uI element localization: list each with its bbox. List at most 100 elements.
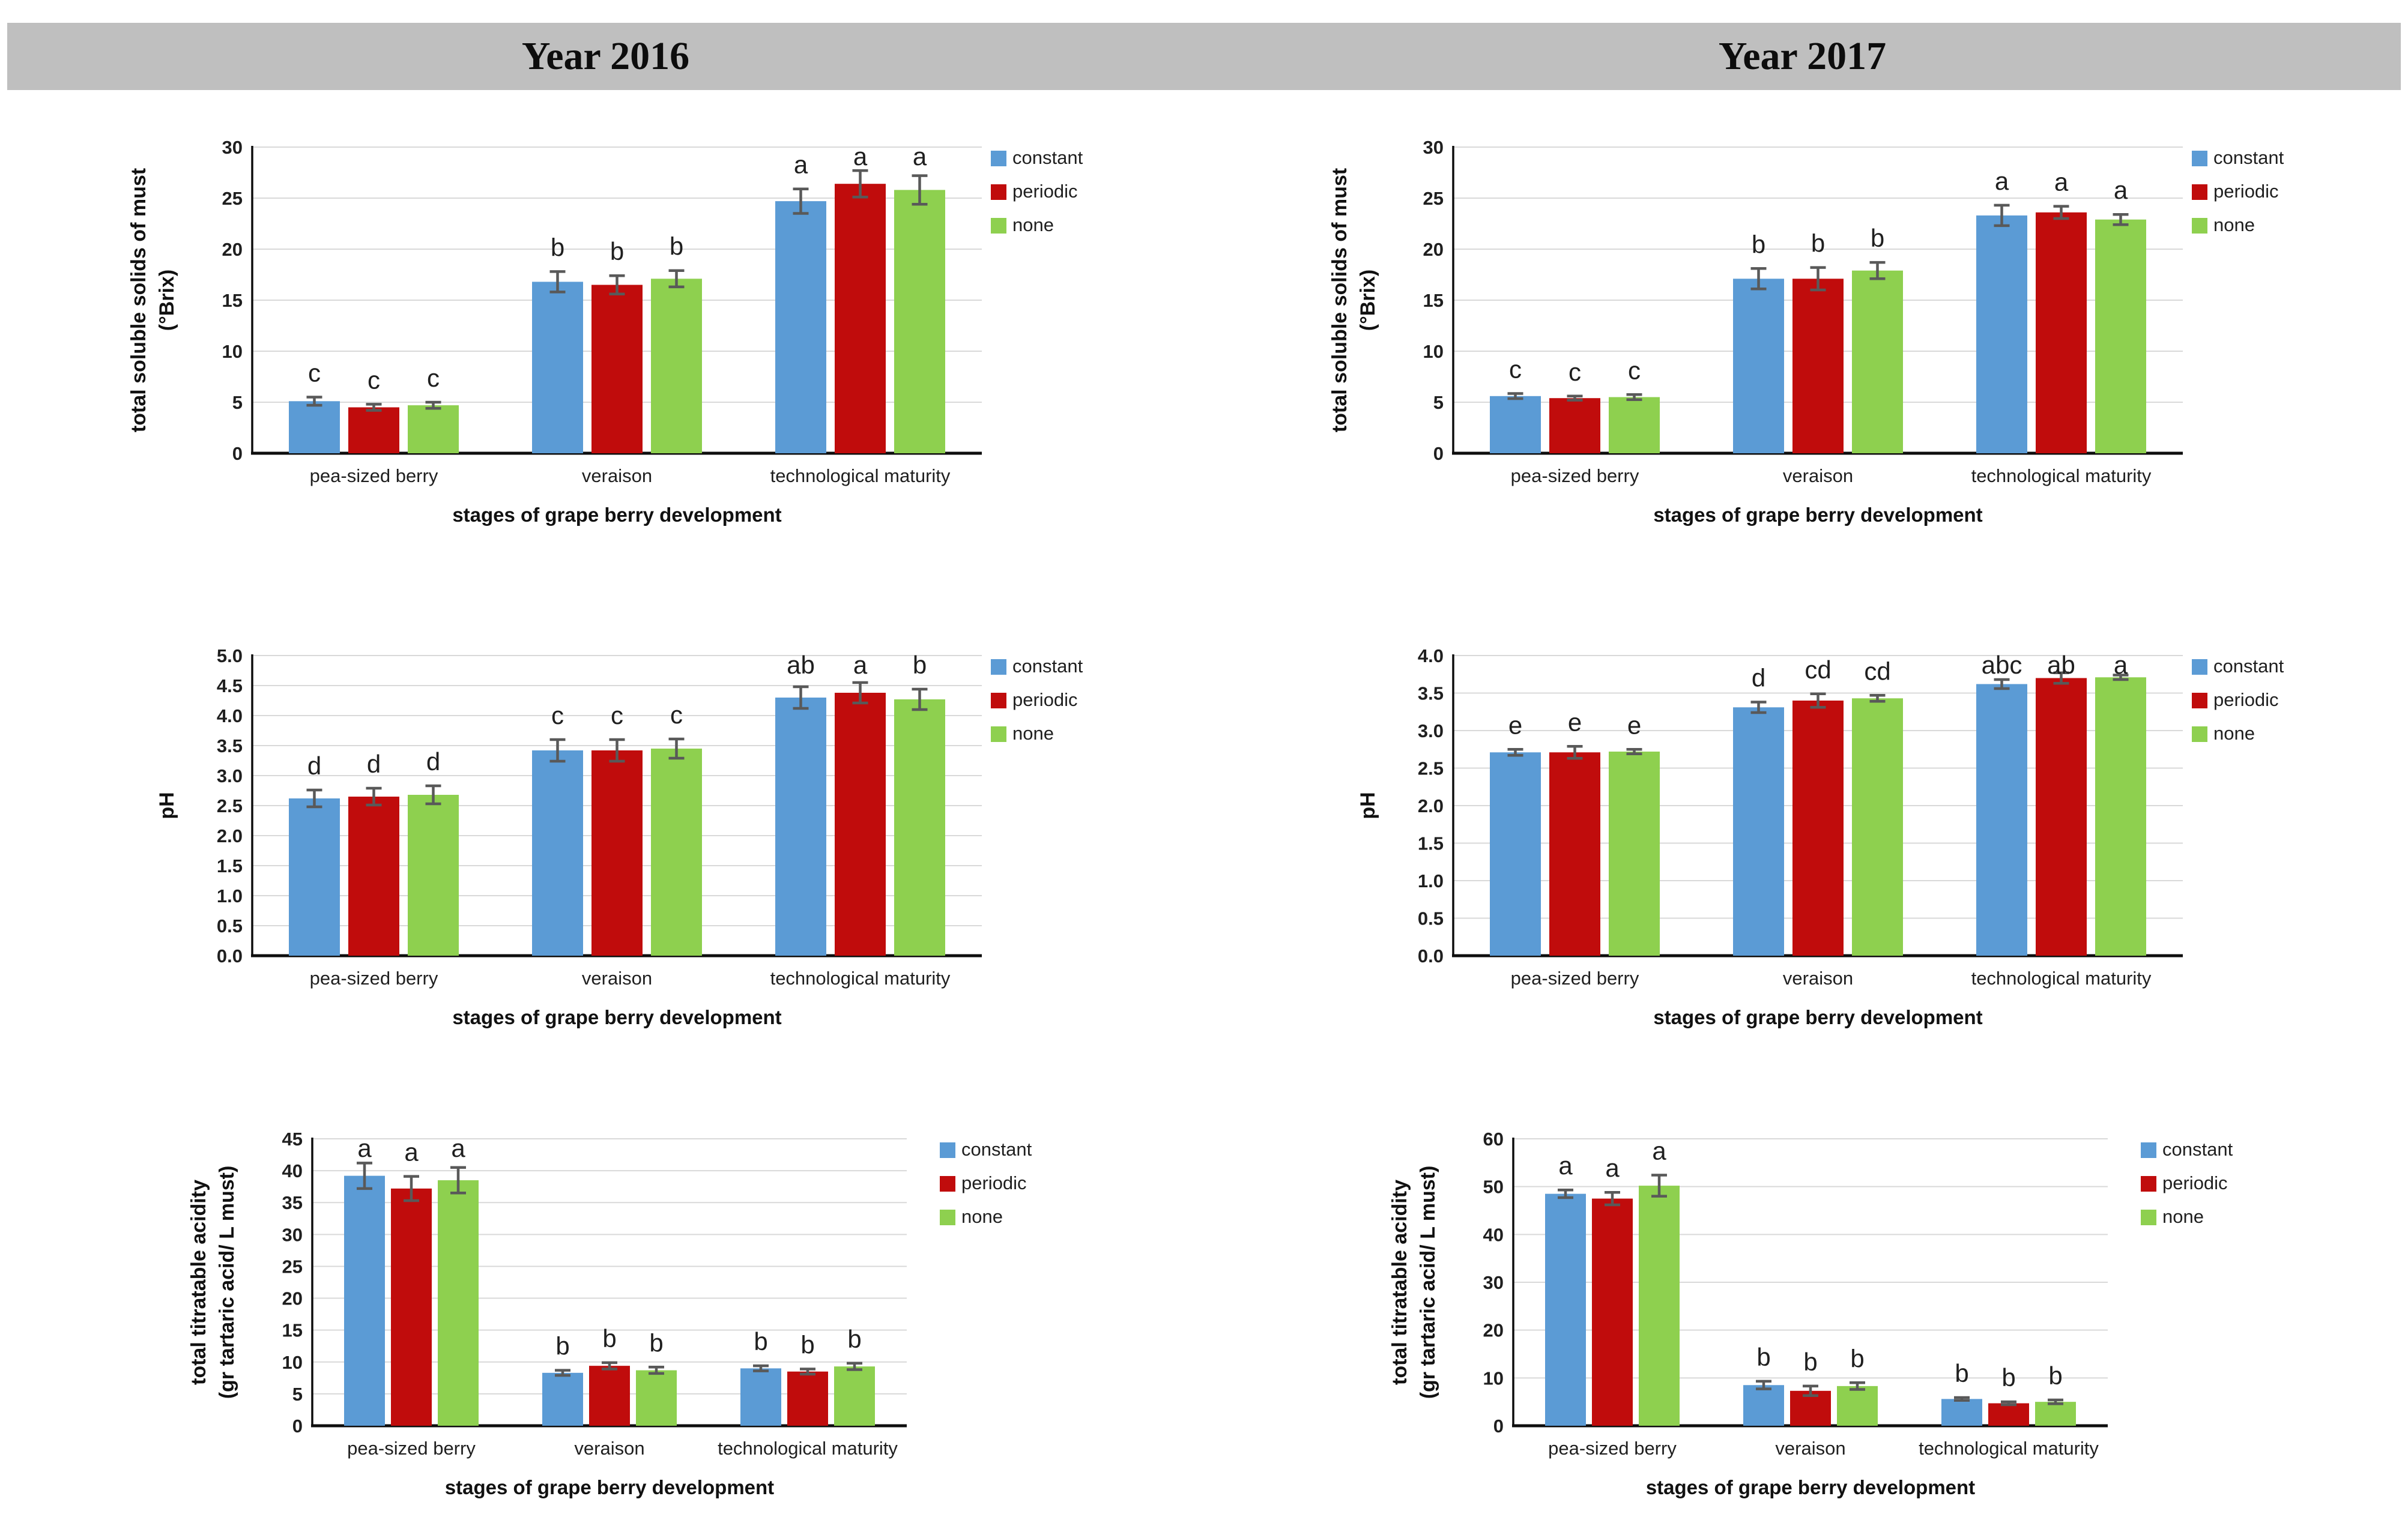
sig-letter: b	[847, 1325, 861, 1353]
x-axis-title: stages of grape berry development	[1653, 1006, 1982, 1028]
y-tick-label: 4.0	[217, 705, 243, 726]
sig-letter: e	[1568, 708, 1582, 736]
sig-letter: a	[451, 1134, 465, 1162]
y-tick-label: 50	[1483, 1177, 1504, 1198]
bar-periodic-0	[1549, 752, 1600, 956]
bar-periodic-2	[1988, 1403, 2029, 1426]
bar-constant-0	[1490, 396, 1541, 453]
chart-titratable-acidity-2017: 0 10 20 30 40 50 60 total titratable acidity (gr…	[1273, 1114, 2354, 1523]
y-tick-label: 1.5	[1418, 833, 1444, 854]
bar-constant-2	[775, 201, 826, 453]
y-tick-label: 10	[282, 1352, 303, 1373]
bar-none-1	[636, 1370, 677, 1426]
y-tick-label: 25	[282, 1256, 303, 1277]
legend-label-periodic: periodic	[2213, 689, 2279, 710]
x-category-label: veraison	[1783, 465, 1853, 486]
bar-constant-0	[344, 1175, 385, 1426]
x-category-label: pea-sized berry	[310, 968, 438, 989]
bar-constant-2	[775, 698, 826, 956]
y-tick-label: 2.5	[217, 795, 243, 816]
sig-letter: b	[1803, 1348, 1817, 1376]
legend: constant periodic none	[991, 147, 1083, 235]
bar-none-2	[2095, 677, 2146, 956]
sig-letter: c	[1509, 355, 1522, 384]
sig-letter: b	[754, 1327, 767, 1356]
y-tick-label: 1.5	[217, 855, 243, 876]
bar-none-1	[1852, 270, 1903, 453]
chart-svg-tss-2016: 0 5 10 15 20 25 30 total soluble solids of must…	[127, 137, 1083, 526]
legend-swatch-none	[2192, 218, 2207, 234]
sig-letter: cd	[1804, 656, 1831, 684]
x-category-label: pea-sized berry	[1548, 1438, 1677, 1459]
bar-constant-0	[289, 798, 340, 956]
sig-letter: cd	[1864, 657, 1890, 685]
sig-letter: a	[1558, 1151, 1573, 1180]
x-category-label: technological maturity	[770, 968, 951, 989]
bar-constant-0	[1545, 1193, 1586, 1426]
legend: constant periodic none	[991, 656, 1083, 744]
bar-constant-1	[532, 750, 583, 956]
sig-letter: ab	[787, 651, 815, 679]
bar-periodic-0	[348, 407, 399, 453]
legend-label-none: none	[2213, 723, 2255, 744]
y-tick-label: 20	[1483, 1320, 1504, 1341]
chart-svg-tss-2017: 0 5 10 15 20 25 30 total soluble solids of must…	[1328, 137, 2284, 526]
y-tick-label: 3.5	[217, 735, 243, 756]
legend-label-none: none	[2162, 1206, 2204, 1227]
sig-letter: b	[2048, 1362, 2062, 1390]
sig-letter: a	[853, 651, 868, 679]
chart-total-soluble-solids-2017: 0 5 10 15 20 25 30 total soluble solids of must…	[1273, 120, 2354, 540]
legend-label-periodic: periodic	[961, 1172, 1027, 1193]
sig-letter: c	[611, 701, 623, 729]
y-tick-label: 0	[1493, 1416, 1504, 1437]
bar-none-0	[1609, 397, 1660, 453]
sig-letter: b	[1756, 1343, 1770, 1371]
sig-letter: d	[367, 750, 381, 778]
y-tick-label: 1.0	[217, 885, 243, 906]
year-2017-title: Year 2017	[1718, 34, 1887, 78]
y-tick-label: 5	[1433, 392, 1444, 413]
bar-none-1	[651, 279, 702, 453]
x-category-label: technological maturity	[770, 465, 951, 486]
bar-constant-2	[1976, 684, 2027, 956]
year-header-band: Year 2016 Year 2017	[7, 23, 2401, 90]
sig-letter: d	[1752, 664, 1765, 692]
legend-label-none: none	[1012, 214, 1054, 235]
y-tick-label: 2.5	[1418, 758, 1444, 779]
y-tick-label: 10	[222, 341, 243, 362]
sig-letter: b	[670, 232, 683, 261]
bar-constant-1	[532, 282, 583, 453]
sig-letter: b	[551, 233, 564, 261]
sig-letter: a	[853, 142, 868, 170]
chart-ph-2017: 0.0 0.5 1.0 1.5 2.0 2.5 3.0 3.5 4.0 pH e d abc e cd ab e…	[1273, 618, 2354, 1039]
bar-none-2	[894, 699, 945, 956]
x-axis-title: stages of grape berry development	[1653, 504, 1982, 526]
sig-letter: a	[357, 1134, 372, 1162]
sig-letter: a	[1995, 167, 2009, 195]
bar-periodic-2	[2036, 678, 2087, 956]
y-tick-label: 40	[1483, 1224, 1504, 1245]
y-tick-label: 35	[282, 1192, 303, 1213]
y-tick-label: 30	[1423, 137, 1444, 158]
y-tick-label: 15	[282, 1320, 303, 1341]
bar-periodic-1	[589, 1366, 630, 1426]
sig-letter: d	[307, 752, 321, 780]
x-category-label: pea-sized berry	[310, 465, 438, 486]
bar-constant-0	[1490, 752, 1541, 956]
bar-none-0	[408, 795, 459, 956]
y-tick-label: 40	[282, 1160, 303, 1181]
sig-letter: a	[794, 151, 808, 179]
legend-swatch-constant	[991, 659, 1006, 675]
y-tick-label: 25	[1423, 188, 1444, 209]
x-category-label: veraison	[1783, 968, 1853, 989]
y-tick-label: 3.0	[217, 765, 243, 786]
chart-svg-ph-2016: 0.00.51.01.52.02.53.03.54.04.55.0pHdcabd…	[156, 645, 1083, 1028]
legend-swatch-constant	[2192, 659, 2207, 675]
bar-none-0	[408, 405, 459, 453]
chart-ph-2016: 0.0 0.5 1.0 1.5 2.0 2.5 3.0 3.5 4.0 4.5 5.0 pH d c ab d…	[72, 618, 1153, 1039]
year-2016-title: Year 2016	[521, 34, 690, 78]
y-axis-title: (°Brix)	[1357, 270, 1379, 331]
y-tick-label: 0.0	[1418, 945, 1444, 967]
legend-swatch-constant	[2141, 1142, 2156, 1158]
bar-periodic-1	[591, 285, 643, 453]
